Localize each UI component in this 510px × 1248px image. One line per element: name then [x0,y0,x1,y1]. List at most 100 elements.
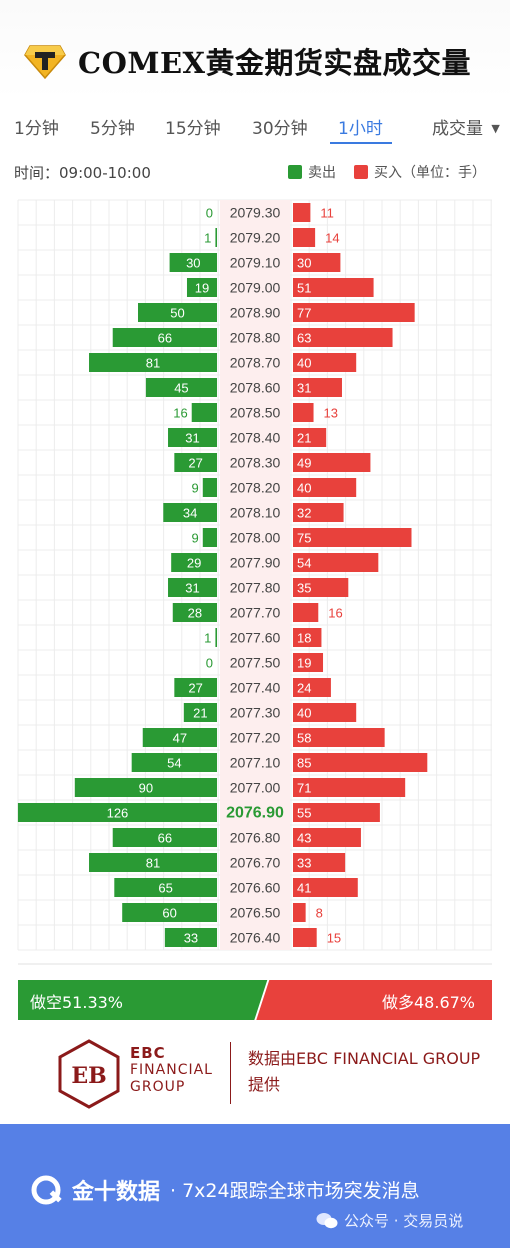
sponsor-divider [230,1042,231,1104]
sell-bar [89,853,217,872]
sell-bar [174,453,217,472]
buy-bar [293,803,380,822]
buy-bar [293,503,344,522]
buy-value-label: 13 [324,406,338,421]
sell-bar [171,553,217,572]
buy-bar [293,928,317,947]
jin10-logo-icon [31,1175,62,1205]
price-tick-label: 2078.40 [230,430,281,446]
buy-bar [293,653,324,672]
tab-1hour[interactable]: 1小时 [338,119,383,139]
buy-bar [293,778,406,797]
sell-value-label: 27 [188,456,202,471]
buy-value-label: 40 [297,481,311,496]
sell-value-label: 9 [192,481,199,496]
sell-bar [202,478,217,497]
price-tick-label: 2076.80 [230,830,281,846]
sell-bar [164,928,217,947]
price-tick-label: 2077.90 [230,555,281,571]
buy-bar [293,903,306,922]
legend-buy: 买入（单位：手） [354,162,486,182]
sell-value-label: 90 [139,781,153,796]
buy-value-label: 43 [297,831,311,846]
sponsor-credit: 数据由EBC FINANCIAL GROUP提供 [248,1049,481,1094]
buy-bar [293,403,314,422]
buy-bar [293,228,316,247]
sell-value-label: 66 [158,831,172,846]
volume-dropdown-label: 成交量 [432,119,483,139]
sell-value-label: 29 [187,556,201,571]
buy-value-label: 14 [325,231,339,246]
buy-bar [293,203,311,222]
sell-value-label: 60 [162,906,176,921]
sell-bar [112,828,217,847]
tab-15min[interactable]: 15分钟 [165,119,221,139]
caret-down-icon: ▼ [491,122,500,135]
price-tick-label: 2076.40 [230,930,281,946]
sell-bar [172,603,217,622]
sell-value-label: 28 [188,606,202,621]
price-tick-label: 2076.90 [226,805,284,822]
ebc-logo-icon: EB [58,1039,120,1109]
long-short-ratio-bar [18,980,492,1020]
buy-bar [293,753,428,772]
buy-value-label: 18 [297,631,311,646]
buy-bar [293,828,361,847]
price-tick-label: 2077.70 [230,605,281,621]
sell-bar [131,753,217,772]
buy-value-label: 71 [297,781,311,796]
long-ratio-label: 做多48.67% [382,993,476,1012]
sell-bar [168,428,217,447]
tab-30min[interactable]: 30分钟 [252,119,308,139]
price-column-background [220,200,290,950]
sell-value-label: 21 [193,706,207,721]
buy-bar [293,878,358,897]
buy-value-label: 8 [316,906,323,921]
price-tick-label: 2078.10 [230,505,281,521]
buy-value-label: 11 [320,206,334,221]
buy-swatch [354,165,368,179]
tab-1min[interactable]: 1分钟 [14,119,59,139]
sell-value-label: 16 [173,406,187,421]
price-tick-label: 2078.20 [230,480,281,496]
buy-value-label: 75 [297,531,311,546]
sell-bar [74,778,217,797]
buy-value-label: 19 [297,656,311,671]
sell-bar [183,703,217,722]
svg-text:EB: EB [71,1063,106,1089]
sell-value-label: 19 [195,281,209,296]
buy-value-label: 16 [328,606,342,621]
ebc-name-line3: GROUP [130,1079,186,1095]
price-tick-label: 2079.20 [230,230,281,246]
buy-bar [293,428,327,447]
buy-value-label: 41 [297,881,311,896]
buy-bar [293,553,379,572]
sell-bar [138,303,217,322]
buy-bar [293,853,346,872]
sell-bar [142,728,217,747]
sell-bar [122,903,217,922]
price-tick-label: 2078.00 [230,530,281,546]
sell-bar [186,278,217,297]
time-range: 时间：09:00-10:00 [14,164,151,182]
sell-bar [215,628,217,647]
price-tick-label: 2078.70 [230,355,281,371]
buy-bar [293,328,393,347]
price-tick-label: 2078.50 [230,405,281,421]
buy-value-label: 24 [297,681,311,696]
sell-value-label: 33 [184,931,198,946]
sell-value-label: 30 [186,256,200,271]
header: COMEX黄金期货实盘成交量 [0,0,510,100]
buy-bar [293,528,412,547]
price-tick-label: 2079.10 [230,255,281,271]
volume-dropdown[interactable]: 成交量 ▼ [432,114,500,139]
page-title: COMEX黄金期货实盘成交量 [78,46,472,80]
price-tick-label: 2076.60 [230,880,281,896]
sell-bar [114,878,217,897]
buy-bar [293,253,341,272]
tab-5min[interactable]: 5分钟 [90,119,135,139]
buy-value-label: 35 [297,581,311,596]
buy-bar [293,353,357,372]
sell-value-label: 34 [183,506,197,521]
legend-sell-label: 卖出 [308,165,336,181]
